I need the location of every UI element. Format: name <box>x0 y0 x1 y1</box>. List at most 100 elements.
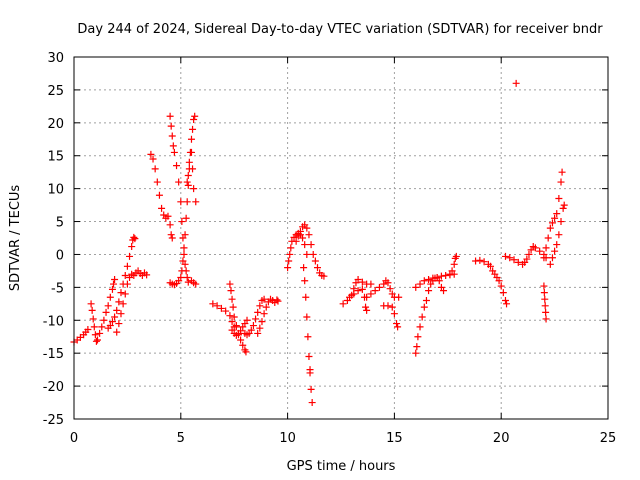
data-point <box>544 234 552 242</box>
data-point <box>394 323 402 331</box>
data-point <box>506 254 514 262</box>
data-point <box>108 318 116 326</box>
data-point <box>143 271 151 279</box>
data-point <box>173 162 181 170</box>
series-sat-10 <box>226 280 250 356</box>
data-point <box>442 272 450 280</box>
data-point <box>119 300 127 308</box>
data-point <box>512 79 520 87</box>
x-tick-label: 10 <box>279 431 296 446</box>
data-point <box>350 290 358 298</box>
data-point <box>307 385 315 393</box>
data-point <box>177 198 185 206</box>
data-point <box>384 302 392 310</box>
data-point <box>256 302 264 310</box>
series-sat-27 <box>540 168 566 262</box>
data-point <box>414 333 422 341</box>
data-point <box>555 195 563 203</box>
data-point <box>311 257 319 265</box>
series-sat-26 <box>540 282 550 323</box>
data-point <box>300 264 308 272</box>
data-point <box>420 277 428 285</box>
data-point <box>320 272 328 280</box>
data-point <box>292 237 300 245</box>
data-point <box>183 198 191 206</box>
data-point <box>131 235 139 243</box>
data-point <box>309 250 317 258</box>
data-point <box>155 191 163 199</box>
data-point <box>358 278 366 286</box>
data-point <box>303 224 311 232</box>
series-sat-15 <box>292 221 328 280</box>
data-point <box>540 289 548 297</box>
data-point <box>284 264 292 272</box>
data-point <box>121 272 129 280</box>
data-point <box>108 285 116 293</box>
data-point <box>252 315 260 323</box>
series-sat-06 <box>166 112 192 286</box>
data-point <box>510 256 518 264</box>
data-point <box>395 293 403 301</box>
series-sat-24 <box>472 256 511 308</box>
data-point <box>178 218 186 226</box>
series-sat-13 <box>254 295 282 337</box>
data-point <box>440 287 448 295</box>
data-point <box>514 258 522 266</box>
data-point <box>294 232 302 240</box>
data-point <box>254 308 262 316</box>
data-point <box>185 158 193 166</box>
data-point <box>536 247 544 255</box>
data-point <box>548 219 556 227</box>
data-point <box>213 302 221 310</box>
data-point <box>123 280 131 288</box>
data-point <box>183 178 191 186</box>
data-point <box>180 244 188 252</box>
data-point <box>303 313 311 321</box>
data-point <box>166 221 174 229</box>
data-point <box>228 318 236 326</box>
data-point <box>501 297 509 305</box>
data-point <box>437 272 445 280</box>
data-point <box>306 366 314 374</box>
data-point <box>184 171 192 179</box>
data-point <box>286 250 294 258</box>
data-point <box>128 243 136 251</box>
data-point <box>476 256 484 264</box>
y-tick-label: 20 <box>47 117 64 132</box>
data-point <box>363 306 371 314</box>
series-sat-08 <box>183 148 200 288</box>
data-point <box>151 165 159 173</box>
data-point <box>228 295 236 303</box>
data-point <box>181 231 189 239</box>
data-point <box>433 273 441 281</box>
data-point <box>106 293 114 301</box>
data-point <box>412 349 420 357</box>
data-point <box>88 306 96 314</box>
series-sat-11 <box>228 316 251 339</box>
y-tick-label: -15 <box>43 347 64 362</box>
data-point <box>416 280 424 288</box>
series-sat-28 <box>546 201 568 268</box>
data-point <box>190 185 198 193</box>
data-point <box>308 399 316 407</box>
data-point <box>425 275 433 283</box>
y-tick-label: -25 <box>43 413 64 428</box>
data-point <box>448 267 456 275</box>
data-point <box>525 250 533 258</box>
data-point <box>553 210 561 218</box>
data-point <box>256 324 264 332</box>
data-point <box>425 287 433 295</box>
y-tick-label: -5 <box>51 281 64 296</box>
ticks-layer: 0 5 10 15 20 25 -25 -20 -15 -10 -5 0 5 10 15 20 25 30 <box>43 51 617 446</box>
data-point <box>169 142 177 150</box>
data-point <box>91 331 99 339</box>
data-point <box>541 302 549 310</box>
x-tick-label: 5 <box>177 431 185 446</box>
data-point <box>480 258 488 266</box>
data-point <box>84 325 92 333</box>
data-point <box>362 303 370 311</box>
data-point <box>242 348 250 356</box>
data-point <box>113 306 121 314</box>
data-point <box>367 280 375 288</box>
y-tick-label: 30 <box>47 51 64 66</box>
